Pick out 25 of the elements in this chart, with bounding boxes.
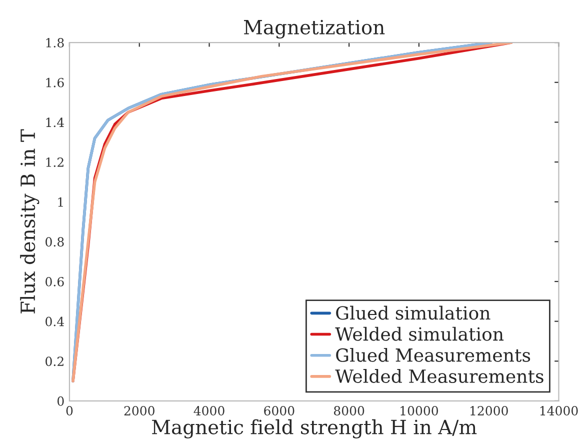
legend-label: Glued Measurements xyxy=(336,348,530,362)
y-tick-label: 1.2 xyxy=(46,158,64,167)
y-tick-label: 1 xyxy=(58,197,63,207)
x-tick-label: 6000 xyxy=(264,406,294,416)
x-tick-label: 0 xyxy=(66,406,73,416)
y-tick-label: 0 xyxy=(57,396,64,406)
y-tick-label: 0.2 xyxy=(46,356,64,366)
x-tick-label: 12000 xyxy=(470,406,508,416)
legend-label: Welded simulation xyxy=(335,326,504,341)
legend-label: Glued simulation xyxy=(336,306,490,320)
x-tick-label: 10000 xyxy=(400,406,438,416)
y-tick-label: 0.6 xyxy=(46,276,64,286)
x-tick-label: 4000 xyxy=(194,406,224,416)
x-axis-title: Magnetic field strength H in A/m xyxy=(152,419,477,438)
x-tick-label: 8000 xyxy=(334,406,364,416)
x-tick-label: 14000 xyxy=(540,406,578,416)
y-tick-label: 1.8 xyxy=(46,38,64,48)
legend-label: Welded Measurements xyxy=(335,369,544,384)
y-tick-label: 1.4 xyxy=(46,118,64,128)
y-tick-label: 1.6 xyxy=(46,78,64,88)
chart-title: Magnetization xyxy=(244,20,385,39)
x-tick-label: 2000 xyxy=(124,406,154,416)
y-tick-label: 0.8 xyxy=(46,237,64,247)
y-axis-title: Flux density B in T xyxy=(20,129,40,314)
y-tick-label: 0.4 xyxy=(46,316,64,326)
